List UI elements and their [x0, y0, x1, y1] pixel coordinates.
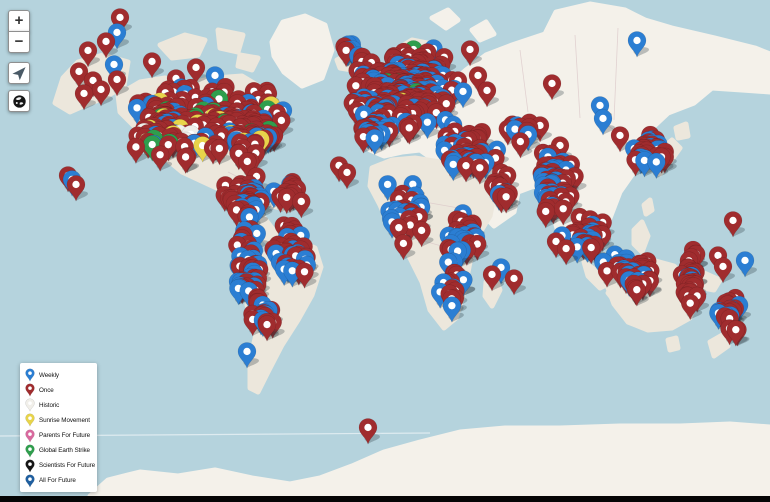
zoom-out-button[interactable]: − [8, 31, 30, 53]
locate-button[interactable] [8, 62, 30, 84]
legend-label: Historic [39, 401, 60, 409]
zoom-in-button[interactable]: + [8, 10, 30, 32]
legend-item-once: Once [25, 383, 95, 397]
legend-pin-icon-global-earth-strike [25, 444, 35, 458]
legend-pin-icon-once [25, 383, 35, 397]
bottom-black-bar [0, 496, 770, 502]
legend-label: Once [39, 386, 54, 394]
legend-label: Weekly [39, 371, 59, 379]
locate-control [8, 62, 30, 84]
legend-pin-icon-all-for-future [25, 474, 35, 488]
legend-label: Sunrise Movement [39, 416, 90, 424]
legend-pin-icon-sunrise-movement [25, 413, 35, 427]
legend-label: All For Future [39, 477, 76, 485]
legend-item-historic: Historic [25, 398, 95, 412]
legend-label: Global Earth Strike [39, 447, 90, 455]
globe-control [8, 90, 30, 112]
map-legend: Weekly Once Historic Sunrise Movement Parent… [20, 363, 97, 492]
legend-item-all-for-future: All For Future [25, 474, 95, 488]
legend-pin-icon-weekly [25, 368, 35, 382]
legend-item-global-earth-strike: Global Earth Strike [25, 444, 95, 458]
legend-label: Parents For Future [39, 432, 91, 440]
legend-item-scientists-for-future: Scientists For Future [25, 459, 95, 473]
legend-pin-icon-historic [25, 398, 35, 412]
legend-item-parents-for-future: Parents For Future [25, 429, 95, 443]
globe-icon [12, 94, 26, 108]
globe-button[interactable] [8, 90, 30, 112]
navigation-arrow-icon [12, 67, 26, 81]
legend-item-sunrise-movement: Sunrise Movement [25, 413, 95, 427]
legend-pin-icon-scientists-for-future [25, 459, 35, 473]
legend-label: Scientists For Future [39, 462, 95, 470]
zoom-control: + − [8, 10, 30, 53]
legend-item-weekly: Weekly [25, 368, 95, 382]
legend-pin-icon-parents-for-future [25, 429, 35, 443]
